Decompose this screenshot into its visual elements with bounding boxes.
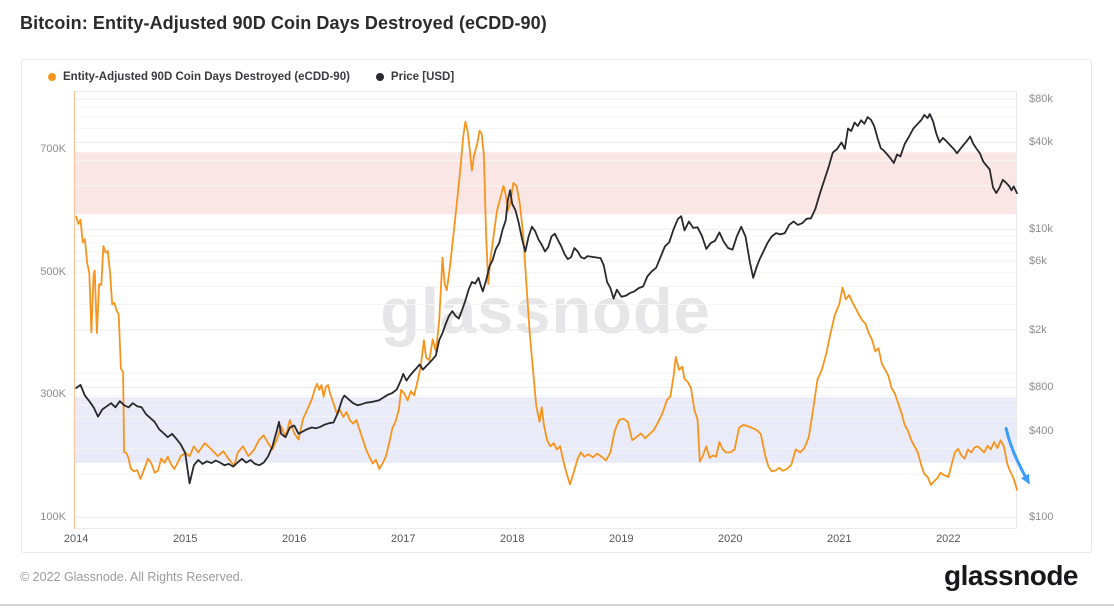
- bottom-divider: [0, 604, 1114, 606]
- axis-tick-label: $800: [1029, 381, 1054, 394]
- high-zone-band: [74, 152, 1017, 215]
- ecdd-series-dot-icon: [48, 73, 56, 81]
- axis-tick-label: 2022: [936, 533, 961, 545]
- axis-tick-label: $400: [1029, 424, 1054, 437]
- chart-card: Entity-Adjusted 90D Coin Days Destroyed …: [21, 59, 1092, 553]
- glassnode-logo: glassnode: [944, 560, 1078, 591]
- axis-tick-label: $40k: [1029, 136, 1053, 149]
- legend-item-ecdd-label: Entity-Adjusted 90D Coin Days Destroyed …: [63, 71, 350, 83]
- axis-tick-label: 700K: [40, 143, 66, 156]
- legend-item-price-label: Price [USD]: [390, 71, 455, 83]
- axis-tick-label: $10k: [1029, 223, 1053, 236]
- legend-item-price[interactable]: Price [USD]: [375, 71, 455, 83]
- chart-title: Bitcoin: Entity-Adjusted 90D Coin Days D…: [20, 13, 547, 33]
- axis-tick-label: 2016: [281, 533, 307, 545]
- axis-tick-label: $80k: [1029, 93, 1053, 106]
- axis-tick-label: 300K: [40, 388, 66, 401]
- chart-plot-area[interactable]: [73, 91, 1030, 529]
- price-line: [75, 113, 1018, 485]
- axis-tick-label: 2017: [390, 533, 416, 545]
- axis-tick-label: 2018: [499, 533, 525, 545]
- copyright-text: © 2022 Glassnode. All Rights Reserved.: [20, 570, 244, 584]
- axis-tick-label: 2015: [172, 533, 198, 545]
- axis-tick-label: 100K: [40, 510, 66, 523]
- legend-item-ecdd[interactable]: Entity-Adjusted 90D Coin Days Destroyed …: [48, 71, 350, 83]
- axis-tick-label: $2k: [1029, 323, 1047, 336]
- downtrend-arrow: [1004, 427, 1030, 485]
- axis-tick-label: 2020: [718, 533, 743, 545]
- legend: Entity-Adjusted 90D Coin Days Destroyed …: [48, 71, 454, 83]
- glassnode-watermark: glassnode: [380, 273, 711, 347]
- ecdd-line: [75, 120, 1018, 491]
- axis-tick-label: 2021: [827, 533, 852, 545]
- axis-tick-label: $100: [1029, 511, 1054, 524]
- axis-tick-label: 2019: [609, 533, 634, 545]
- price-series-dot-icon: [375, 73, 384, 81]
- axis-tick-label: 2014: [63, 533, 89, 545]
- axis-tick-label: $6k: [1029, 255, 1047, 268]
- axis-tick-label: 500K: [40, 265, 66, 278]
